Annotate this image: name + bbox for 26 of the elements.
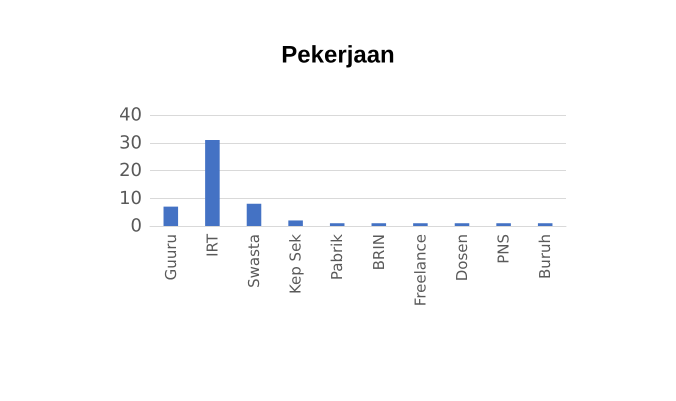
bar (246, 204, 262, 226)
bar (330, 223, 344, 226)
bar (454, 223, 470, 226)
x-tick-label: IRT (203, 233, 222, 257)
bar (538, 223, 552, 226)
y-tick-label: 30 (119, 132, 142, 154)
bar (496, 223, 511, 226)
x-tick-label: BRIN (370, 234, 388, 270)
x-tick-label: Kep Sek (286, 234, 305, 294)
x-tick-label: Buruh (536, 234, 554, 279)
bar (413, 223, 428, 226)
bar (372, 223, 386, 226)
y-tick-label: 0 (130, 216, 142, 236)
y-tick-label: 40 (119, 104, 142, 126)
bar (164, 206, 178, 226)
y-tick-label: 10 (119, 188, 142, 209)
chart-title: Pekerjaan (281, 42, 395, 68)
y-tick-label: 20 (119, 160, 142, 181)
x-tick-label: Guuru (162, 234, 180, 280)
bar (205, 140, 220, 226)
x-tick-label: Dosen (453, 234, 471, 282)
x-tick-label: PNS (494, 234, 513, 264)
x-tick-label: Swasta (245, 234, 263, 288)
x-tick-label: Pabrik (328, 234, 346, 280)
bar (288, 220, 303, 226)
x-tick-label: Freelance (411, 234, 430, 306)
